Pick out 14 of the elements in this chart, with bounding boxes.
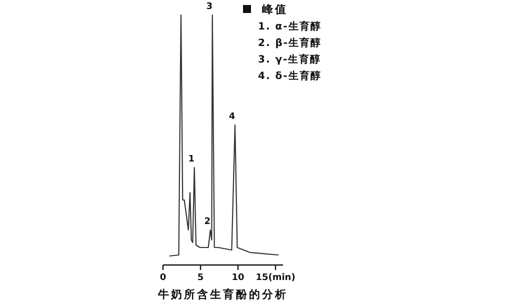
- annotation: 2. β-生育醇: [258, 37, 322, 49]
- x-tick-label: 10: [232, 273, 244, 283]
- annotation: 峰值: [262, 3, 288, 16]
- annotation: 4. δ-生育醇: [258, 70, 322, 82]
- x-tick-label: 5: [197, 273, 204, 283]
- annotation: 1. α-生育醇: [258, 20, 322, 32]
- annotation: 4: [228, 112, 236, 122]
- x-tick-label: 0: [160, 273, 166, 283]
- x-axis-title: 牛奶所含生育酚的分析: [157, 288, 288, 301]
- annotation: 1: [188, 154, 194, 164]
- x-tick-label: 15(min): [256, 273, 296, 283]
- annotation: 3: [206, 2, 212, 12]
- annotation: 3. γ-生育醇: [258, 54, 322, 66]
- annotation: 2: [204, 217, 210, 227]
